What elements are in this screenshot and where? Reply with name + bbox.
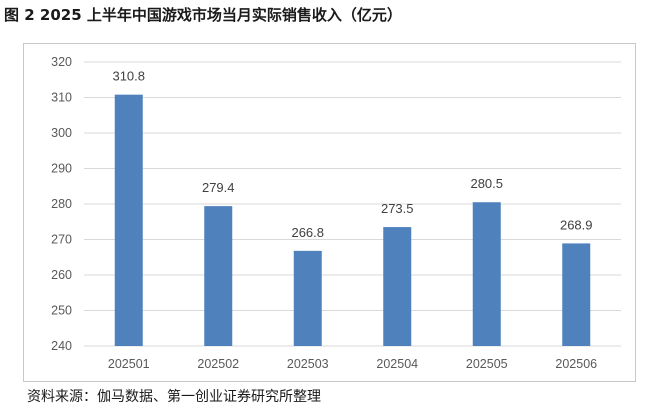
x-tick-label: 202502 (197, 357, 239, 371)
data-label: 268.9 (560, 217, 593, 232)
x-tick-label: 202504 (376, 357, 418, 371)
bar-202501 (114, 94, 143, 346)
x-tick-label: 202501 (108, 357, 150, 371)
x-tick-label: 202505 (466, 357, 508, 371)
y-tick-label: 270 (51, 233, 72, 247)
y-tick-label: 290 (51, 162, 72, 176)
chart-frame: 240 250 260 270 280 290 300 310 320 310.8 202501 27… (23, 43, 636, 382)
y-tick-label: 300 (51, 126, 72, 140)
bar-202505 (472, 202, 501, 346)
data-label: 279.4 (202, 180, 235, 195)
bar-202502 (204, 206, 233, 346)
y-tick-label: 240 (51, 339, 72, 353)
y-tick-label: 310 (51, 91, 72, 105)
bar-202506 (562, 243, 591, 346)
bar-202503 (293, 250, 322, 346)
y-tick-label: 260 (51, 268, 72, 282)
x-tick-label: 202503 (287, 357, 329, 371)
source-note: 资料来源：伽马数据、第一创业证券研究所整理 (27, 389, 321, 405)
figure-title: 图 2 2025 上半年中国游戏市场当月实际销售收入（亿元） (4, 6, 402, 24)
x-tick-label: 202506 (555, 357, 597, 371)
data-label: 310.8 (112, 69, 145, 84)
data-label: 273.5 (381, 201, 414, 216)
data-label: 266.8 (291, 225, 324, 240)
data-label: 280.5 (470, 176, 503, 191)
y-tick-label: 280 (51, 197, 72, 211)
y-tick-label: 250 (51, 304, 72, 318)
y-tick-label: 320 (51, 55, 72, 69)
bar-chart: 240 250 260 270 280 290 300 310 320 310.8 202501 27… (51, 55, 621, 371)
bar-202504 (383, 227, 412, 346)
